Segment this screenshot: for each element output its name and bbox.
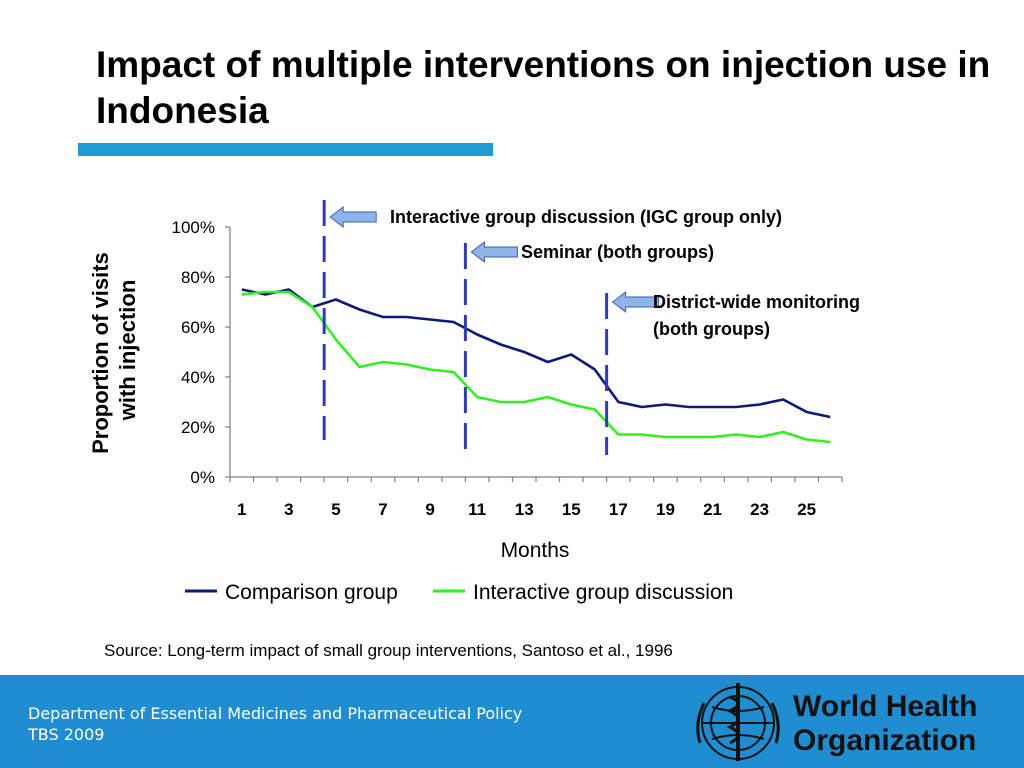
y-tick-label: 0%	[190, 468, 215, 487]
intervention-label-line: Seminar (both groups)	[521, 242, 714, 262]
x-tick-label: 17	[609, 500, 628, 519]
y-tick-label: 20%	[181, 418, 215, 437]
x-tick-label: 25	[797, 500, 816, 519]
legend-label: Interactive group discussion	[473, 581, 733, 604]
chart-axes	[229, 227, 842, 478]
series-line-2	[241, 290, 831, 444]
x-tick-label: 23	[750, 500, 769, 519]
x-axis-ticks: 1 3 5 7 9 11 13 15 17 19 21 23 25	[229, 477, 843, 519]
intervention-label-line: (both groups)	[653, 319, 770, 339]
intervention-arrow-icon	[611, 290, 660, 314]
footer-year: TBS 2009	[28, 725, 105, 744]
intervention-label-line: Interactive group discussion (IGC group …	[390, 207, 782, 227]
chart-legend: Comparison group Interactive group discus…	[185, 581, 733, 604]
x-tick-label: 19	[656, 500, 675, 519]
y-tick-label: 80%	[181, 268, 215, 287]
x-tick-label: 1	[237, 500, 246, 519]
x-tick-label: 21	[703, 500, 722, 519]
x-tick-label: 9	[425, 500, 434, 519]
series-line-1	[241, 288, 831, 419]
who-logo: World Health Organization	[696, 683, 977, 761]
x-tick-label: 11	[468, 500, 486, 519]
x-tick-label: 7	[378, 500, 387, 519]
intervention-label: District-wide monitoring (both groups)	[653, 292, 860, 339]
intervention-arrow-icon	[470, 240, 518, 264]
x-tick-label: 3	[284, 500, 293, 519]
title-accent-bar	[78, 143, 493, 156]
chart-series	[241, 288, 831, 444]
who-emblem-icon	[696, 683, 780, 761]
y-tick-label: 100%	[172, 218, 215, 237]
intervention-arrow-icon	[329, 205, 377, 229]
footer-bar: Department of Essential Medicines and Ph…	[0, 675, 1024, 768]
who-logo-line2: Organization	[793, 724, 976, 757]
who-logo-line1: World Health	[793, 690, 977, 723]
x-axis-title: Months	[501, 539, 570, 562]
y-axis-title-line2: with injection	[115, 280, 140, 422]
y-axis-title: Proportion of visits with injection	[88, 246, 140, 454]
y-axis-title-line1: Proportion of visits	[88, 252, 113, 454]
intervention-label: Interactive group discussion (IGC group …	[390, 207, 782, 227]
intervention-markers: Interactive group discussion (IGC group …	[322, 200, 860, 455]
source-citation: Source: Long-term impact of small group …	[104, 641, 673, 660]
y-tick-label: 60%	[181, 318, 215, 337]
line-chart: 0%20%40%60%80%100% 1 3 5 7 9 11 13 15 17 19 21 23 25…	[88, 200, 860, 604]
x-tick-label: 13	[515, 500, 534, 519]
legend-label: Comparison group	[225, 581, 398, 604]
slide-title: Impact of multiple interventions on inje…	[96, 44, 991, 131]
x-tick-label: 5	[331, 500, 340, 519]
footer-department: Department of Essential Medicines and Ph…	[28, 704, 523, 723]
x-tick-label: 15	[562, 500, 581, 519]
y-axis-ticks: 0% 20% 40% 60% 80% 100%	[172, 218, 230, 487]
intervention-label-line: District-wide monitoring	[653, 292, 860, 312]
y-tick-label: 40%	[181, 368, 215, 387]
intervention-label: Seminar (both groups)	[521, 242, 714, 262]
footer-text: Department of Essential Medicines and Ph…	[28, 703, 522, 745]
